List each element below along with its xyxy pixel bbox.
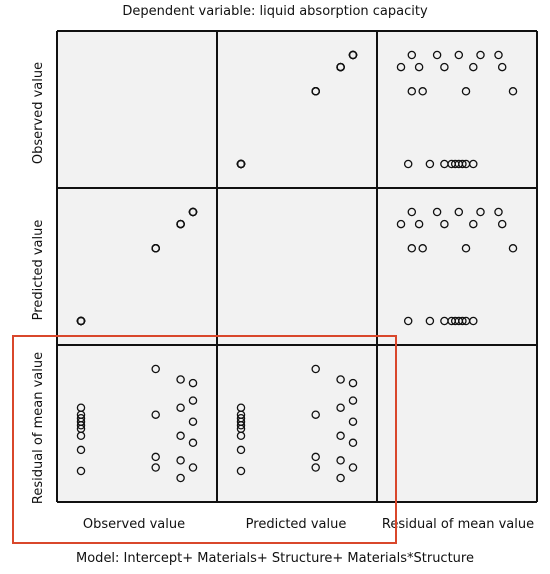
data-point-observed-vs-predicted-17 bbox=[336, 62, 345, 72]
data-point-predicted-vs-residual-8 bbox=[458, 316, 467, 326]
matrix-points bbox=[76, 50, 518, 483]
data-point-observed-vs-predicted-22 bbox=[348, 50, 358, 60]
data-point-residual-vs-predicted-5 bbox=[236, 431, 246, 441]
data-point-predicted-vs-residual-5 bbox=[440, 316, 449, 326]
data-point-residual-vs-predicted-6 bbox=[236, 445, 246, 455]
data-point-observed-vs-residual-15 bbox=[440, 62, 449, 72]
data-point-residual-vs-observed-16 bbox=[176, 456, 185, 465]
data-point-residual-vs-predicted-7 bbox=[236, 466, 246, 476]
data-point-observed-vs-residual-14 bbox=[469, 62, 478, 72]
data-point-predicted-vs-residual-22 bbox=[407, 207, 417, 217]
data-point-predicted-vs-residual-11 bbox=[418, 244, 427, 253]
data-point-observed-vs-residual-16 bbox=[414, 62, 424, 72]
data-point-predicted-vs-residual-17 bbox=[396, 219, 406, 229]
row-label-predicted: Predicted value bbox=[31, 220, 46, 321]
data-point-predicted-vs-observed-22 bbox=[188, 207, 198, 217]
data-point-predicted-vs-residual-12 bbox=[407, 244, 417, 253]
data-point-observed-vs-residual-18 bbox=[494, 50, 503, 60]
data-point-residual-vs-predicted-16 bbox=[336, 456, 345, 465]
data-point-residual-vs-observed-8 bbox=[76, 413, 86, 423]
data-point-residual-vs-observed-5 bbox=[76, 431, 86, 441]
data-point-predicted-vs-observed-8 bbox=[76, 316, 86, 326]
data-point-residual-vs-predicted-10 bbox=[311, 410, 320, 419]
data-point-predicted-vs-residual-13 bbox=[497, 219, 507, 229]
data-point-observed-vs-residual-9 bbox=[508, 87, 518, 96]
data-point-observed-vs-residual-22 bbox=[407, 50, 417, 60]
data-point-residual-vs-observed-18 bbox=[188, 378, 198, 388]
data-point-residual-vs-predicted-17 bbox=[336, 473, 345, 483]
data-point-observed-vs-residual-13 bbox=[497, 62, 507, 72]
data-point-residual-vs-predicted-15 bbox=[336, 431, 345, 441]
data-point-predicted-vs-residual-19 bbox=[476, 207, 485, 217]
row-label-residual: Residual of mean value bbox=[31, 352, 46, 504]
data-point-predicted-vs-residual-20 bbox=[454, 207, 464, 217]
data-point-predicted-vs-residual-7 bbox=[403, 316, 413, 326]
data-point-residual-vs-predicted-20 bbox=[348, 417, 358, 426]
data-point-observed-vs-residual-7 bbox=[403, 159, 413, 169]
row-label-observed: Observed value bbox=[31, 62, 46, 164]
col-label-predicted: Predicted value bbox=[246, 517, 347, 532]
data-point-residual-vs-observed-9 bbox=[151, 364, 160, 374]
data-point-residual-vs-observed-21 bbox=[188, 438, 198, 448]
highlight-box bbox=[12, 335, 397, 544]
data-point-residual-vs-observed-19 bbox=[188, 396, 198, 405]
data-point-observed-vs-residual-11 bbox=[418, 87, 427, 96]
data-point-residual-vs-predicted-11 bbox=[311, 452, 320, 462]
data-point-observed-vs-residual-19 bbox=[476, 50, 485, 60]
col-label-observed: Observed value bbox=[83, 517, 185, 532]
data-point-residual-vs-predicted-19 bbox=[348, 396, 358, 405]
data-point-predicted-vs-residual-21 bbox=[432, 207, 442, 217]
data-point-residual-vs-observed-12 bbox=[151, 463, 160, 472]
data-point-residual-vs-observed-20 bbox=[188, 417, 198, 426]
data-point-observed-vs-residual-8 bbox=[458, 159, 467, 169]
col-label-residual: Residual of mean value bbox=[382, 517, 534, 532]
data-point-residual-vs-observed-15 bbox=[176, 431, 185, 441]
matrix-background bbox=[57, 31, 537, 502]
data-point-residual-vs-predicted-8 bbox=[236, 413, 246, 423]
data-point-observed-vs-residual-20 bbox=[454, 50, 464, 60]
data-point-observed-vs-residual-21 bbox=[432, 50, 442, 60]
data-point-predicted-vs-residual-9 bbox=[508, 244, 518, 253]
data-point-predicted-vs-residual-15 bbox=[440, 219, 449, 229]
data-point-residual-vs-predicted-18 bbox=[348, 378, 358, 388]
data-point-predicted-vs-residual-10 bbox=[461, 244, 471, 253]
data-point-residual-vs-observed-11 bbox=[151, 452, 160, 462]
data-point-residual-vs-observed-13 bbox=[176, 375, 185, 384]
data-point-residual-vs-observed-17 bbox=[176, 473, 185, 483]
data-point-predicted-vs-residual-16 bbox=[414, 219, 424, 229]
data-point-observed-vs-residual-17 bbox=[396, 62, 406, 72]
data-point-observed-vs-residual-10 bbox=[461, 87, 471, 96]
data-point-predicted-vs-residual-18 bbox=[494, 207, 503, 217]
data-point-residual-vs-observed-14 bbox=[176, 403, 185, 412]
data-point-observed-vs-residual-6 bbox=[425, 159, 435, 169]
data-point-residual-vs-observed-10 bbox=[151, 410, 160, 419]
chart-title: Dependent variable: liquid absorption ca… bbox=[122, 4, 428, 19]
data-point-predicted-vs-residual-14 bbox=[469, 219, 478, 229]
data-point-residual-vs-observed-6 bbox=[76, 445, 86, 455]
data-point-residual-vs-predicted-14 bbox=[336, 403, 345, 412]
matrix-area bbox=[57, 31, 537, 502]
model-footnote: Model: Intercept+ Materials+ Structure+ … bbox=[76, 551, 474, 566]
data-point-residual-vs-predicted-13 bbox=[336, 375, 345, 384]
data-point-residual-vs-observed-7 bbox=[76, 466, 86, 476]
data-point-residual-vs-predicted-12 bbox=[311, 463, 320, 472]
data-point-residual-vs-observed-22 bbox=[188, 463, 198, 472]
data-point-predicted-vs-observed-17 bbox=[176, 219, 185, 229]
matrix-grid bbox=[56, 30, 538, 503]
data-point-observed-vs-predicted-12 bbox=[311, 87, 320, 96]
data-point-residual-vs-predicted-9 bbox=[311, 364, 320, 374]
data-point-residual-vs-predicted-22 bbox=[348, 463, 358, 472]
data-point-observed-vs-residual-5 bbox=[440, 159, 449, 169]
data-point-observed-vs-predicted-8 bbox=[236, 159, 246, 169]
data-point-residual-vs-predicted-21 bbox=[348, 438, 358, 448]
data-point-observed-vs-residual-12 bbox=[407, 87, 417, 96]
data-point-predicted-vs-residual-6 bbox=[425, 316, 435, 326]
data-point-predicted-vs-observed-12 bbox=[151, 244, 160, 253]
